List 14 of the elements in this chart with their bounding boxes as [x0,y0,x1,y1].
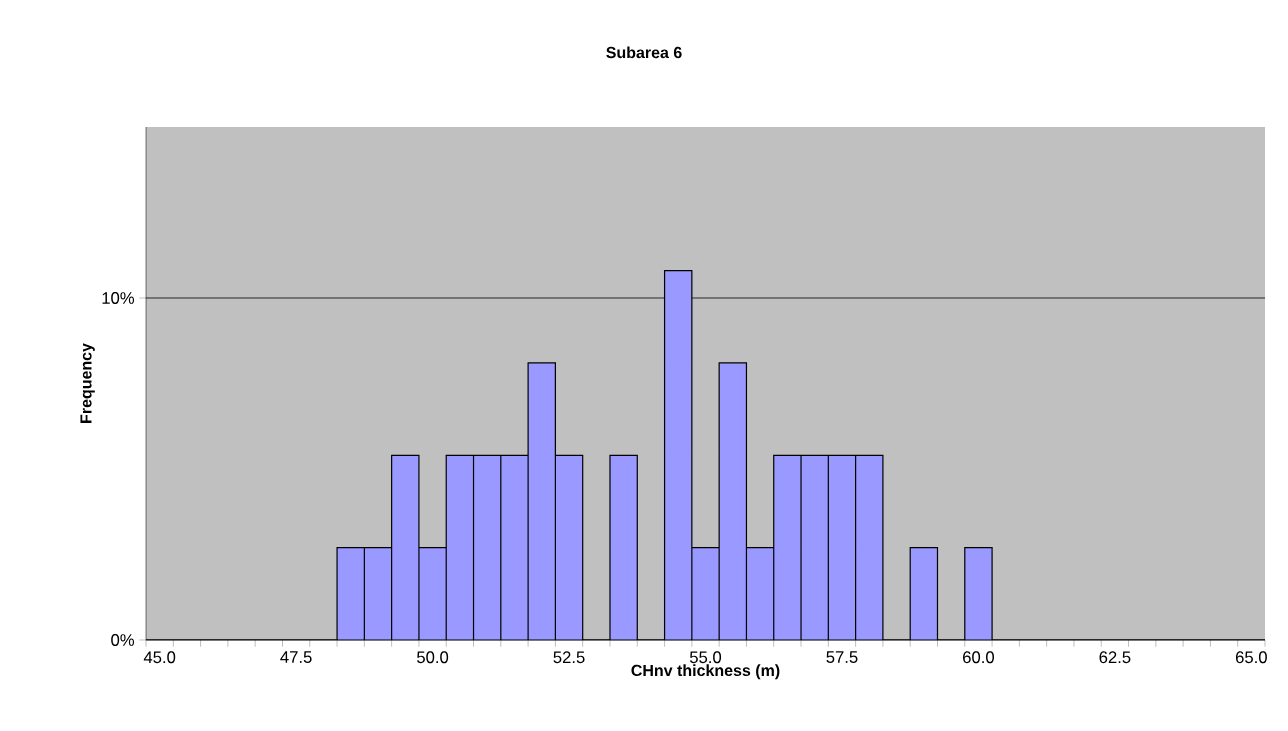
y-axis-title: Frequency [80,343,95,423]
x-axis-title: CHnv thickness (m) [631,664,780,680]
x-tick-label: 55.0 [689,651,722,664]
x-tick-label: 62.5 [1099,651,1131,664]
x-tick-label: 47.5 [280,651,312,663]
x-tick-label: 45.0 [143,651,176,664]
y-tick-label: 0% [111,634,135,646]
x-tick-label: 50.0 [417,651,449,664]
chart-title: Subarea 6 [606,46,682,59]
x-tick-label: 65.0 [1235,651,1267,664]
y-tick-label: 10% [102,292,135,304]
x-tick-label: 57.5 [826,651,858,663]
x-tick-label: 60.0 [963,651,994,664]
x-tick-label: 52.5 [553,651,585,664]
